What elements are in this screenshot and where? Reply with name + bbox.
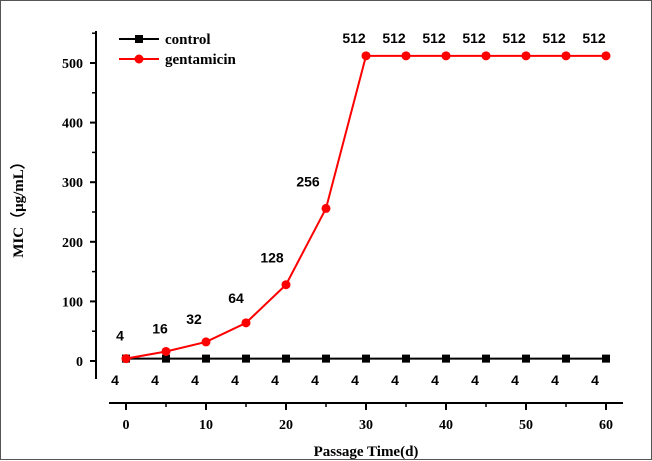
- control-data-label: 4: [471, 372, 479, 388]
- control-point: [202, 354, 210, 363]
- gentamicin-data-label: 512: [582, 30, 606, 46]
- y-tick-label: 300: [62, 176, 83, 191]
- gentamicin-point: [201, 337, 211, 347]
- gentamicin-data-label: 32: [186, 311, 202, 327]
- control-data-label: 4: [551, 372, 559, 388]
- control-point: [362, 354, 370, 363]
- x-tick-label: 0: [123, 418, 130, 433]
- gentamicin-data-label: 256: [296, 173, 320, 189]
- ticks: 0 100 200 300 400 500 0 10 20 30 40 50 60: [62, 32, 613, 433]
- control-data-label: 4: [351, 372, 359, 388]
- control-point: [442, 354, 450, 363]
- control-point: [162, 354, 170, 363]
- gentamicin-data-label: 512: [422, 30, 446, 46]
- gentamicin-data-label: 128: [260, 250, 284, 266]
- gentamicin-data-label: 512: [542, 30, 566, 46]
- control-data-label: 4: [191, 372, 199, 388]
- gentamicin-point: [121, 354, 131, 364]
- control-point: [282, 354, 290, 363]
- y-tick-label: 500: [62, 57, 83, 72]
- y-axis-title: MIC（μg/mL）: [9, 154, 27, 258]
- control-point: [602, 354, 610, 363]
- gentamicin-point: [321, 203, 331, 213]
- legend-label-control: control: [165, 32, 211, 48]
- x-tick-label: 40: [439, 418, 453, 433]
- gentamicin-point: [281, 280, 291, 290]
- gentamicin-data-label: 512: [342, 30, 366, 46]
- gentamicin-point: [521, 51, 531, 61]
- gentamicin-data-label: 512: [502, 30, 526, 46]
- x-tick-label: 20: [279, 418, 293, 433]
- gentamicin-data-label: 16: [152, 320, 168, 336]
- y-tick-label: 100: [62, 295, 83, 310]
- legend-label-gentamicin: gentamicin: [165, 52, 236, 68]
- control-data-label: 4: [431, 372, 439, 388]
- gentamicin-data-label: 64: [228, 290, 244, 306]
- control-point: [402, 354, 410, 363]
- control-data-label: 4: [591, 372, 599, 388]
- gentamicin-point: [401, 51, 411, 61]
- control-data-label: 4: [231, 372, 239, 388]
- control-point: [242, 354, 250, 363]
- x-tick-label: 30: [359, 418, 373, 433]
- x-tick-label: 10: [199, 418, 213, 433]
- gentamicin-point: [241, 318, 251, 328]
- gentamicin-point: [481, 51, 491, 61]
- gentamicin-point: [161, 346, 171, 356]
- gentamicin-point: [561, 51, 571, 61]
- control-data-label: 4: [271, 372, 279, 388]
- series-layer: [121, 51, 611, 364]
- gentamicin-point: [361, 51, 371, 61]
- x-tick-label: 60: [599, 418, 613, 433]
- y-tick-label: 0: [76, 355, 83, 370]
- control-point: [482, 354, 490, 363]
- y-tick-label: 200: [62, 236, 83, 251]
- x-tick-label: 50: [519, 418, 533, 433]
- x-axis-title: Passage Time(d): [314, 444, 419, 460]
- gentamicin-data-label: 512: [462, 30, 486, 46]
- gentamicin-point: [441, 51, 451, 61]
- legend: control gentamicin: [119, 32, 236, 68]
- legend-marker-control: [135, 35, 143, 43]
- control-point: [522, 354, 530, 363]
- gentamicin-point: [601, 51, 611, 61]
- data-labels: 4 4 4 4 4 4 4 4 4 4 4 4 4 4 16 32 64 128 256 512 512 512 512 51…: [111, 30, 606, 388]
- control-data-label: 4: [151, 372, 159, 388]
- gentamicin-data-label: 4: [116, 328, 124, 344]
- control-data-label: 4: [511, 372, 519, 388]
- axes: [95, 31, 623, 404]
- gentamicin-data-label: 512: [382, 30, 406, 46]
- control-data-label: 4: [311, 372, 319, 388]
- control-point: [562, 354, 570, 363]
- y-tick-label: 400: [62, 117, 83, 132]
- legend-marker-gentamicin: [134, 54, 144, 64]
- control-data-label: 4: [391, 372, 399, 388]
- control-data-label: 4: [111, 372, 119, 388]
- control-point: [322, 354, 330, 363]
